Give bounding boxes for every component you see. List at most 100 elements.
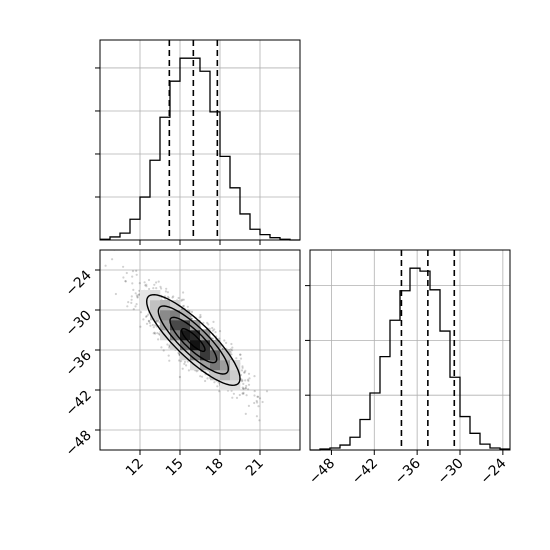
joint-sample-point [232, 392, 235, 395]
joint-sample-point [153, 331, 156, 334]
joint-density-cell [210, 360, 221, 371]
joint-sample-point [207, 323, 210, 326]
joint-sample-point [258, 397, 262, 400]
y-hist-xtick-label: −24 [477, 455, 509, 487]
joint-sample-point [166, 343, 169, 346]
joint-sample-point [122, 276, 125, 279]
joint-sample-point [253, 394, 256, 397]
joint-sample-point [253, 401, 256, 405]
joint-ytick-label: −48 [63, 428, 95, 460]
joint-sample-point [180, 299, 183, 302]
joint-sample-point [127, 301, 130, 304]
joint-sample-point [171, 296, 174, 299]
joint-sample-point [225, 341, 228, 344]
joint-density-cell [230, 370, 241, 381]
joint-sample-point [256, 395, 259, 398]
joint-sample-point [243, 371, 246, 374]
joint-sample-point [241, 365, 244, 368]
joint-sample-point [168, 346, 171, 349]
joint-sample-point [244, 379, 247, 382]
joint-sample-point [261, 400, 264, 404]
joint-density-cell [170, 300, 181, 311]
joint-sample-point [247, 388, 250, 391]
joint-sample-point [157, 280, 160, 283]
joint-sample-point [182, 291, 185, 294]
joint-sample-point [231, 346, 234, 349]
joint-sample-point [145, 322, 149, 325]
joint-sample-point [242, 392, 245, 395]
joint-sample-point [246, 378, 250, 381]
joint-sample-point [152, 326, 155, 329]
panel-y-histogram: −48 −42 −36 −30 −24 [305, 249, 511, 488]
joint-sample-point [257, 395, 260, 398]
joint-sample-point [159, 285, 162, 288]
joint-density-cell [190, 340, 201, 351]
joint-sample-point [208, 327, 211, 330]
panel-joint: 12 15 18 21 −48 −42 −36 −30 −24 [63, 249, 301, 480]
joint-sample-point [125, 271, 128, 275]
joint-sample-point [152, 332, 155, 335]
joint-sample-point [147, 320, 151, 323]
joint-density-cell [190, 320, 201, 331]
joint-sample-point [147, 313, 150, 316]
joint-sample-point [186, 360, 189, 363]
joint-density-cell [200, 350, 211, 361]
joint-sample-point [240, 378, 243, 381]
joint-sample-point [195, 370, 198, 373]
joint-sample-point [231, 396, 234, 399]
joint-sample-point [241, 392, 244, 395]
joint-sample-point [132, 308, 135, 311]
joint-sample-point [245, 384, 248, 388]
joint-ytick-label: −30 [63, 308, 95, 340]
joint-sample-point [180, 360, 183, 363]
joint-density-cell [210, 370, 221, 381]
joint-sample-point [187, 369, 190, 372]
joint-density-cell [170, 320, 181, 331]
joint-density-cell [160, 310, 171, 321]
joint-sample-point [178, 375, 181, 379]
joint-sample-point [155, 287, 158, 290]
joint-sample-point [168, 359, 171, 362]
joint-sample-point [218, 330, 222, 333]
joint-sample-point [216, 385, 219, 388]
joint-sample-point [255, 399, 258, 403]
joint-sample-point [155, 281, 158, 284]
joint-sample-point [167, 296, 170, 299]
joint-xtick-label: 15 [163, 456, 187, 480]
joint-sample-point [190, 317, 193, 320]
joint-sample-point [124, 280, 127, 283]
joint-density-cell [180, 320, 191, 331]
joint-sample-point [248, 377, 251, 380]
panel-x-histogram [95, 39, 301, 245]
joint-sample-point [166, 295, 170, 298]
joint-sample-point [256, 401, 259, 404]
joint-sample-point [164, 290, 167, 293]
joint-sample-point [183, 362, 186, 365]
joint-sample-point [147, 278, 151, 282]
joint-sample-point [145, 283, 148, 286]
joint-sample-point [152, 287, 155, 290]
joint-density-cell [180, 350, 191, 361]
joint-density-cell [170, 330, 181, 341]
joint-contour-line [169, 316, 218, 364]
joint-sample-point [135, 294, 138, 297]
joint-density-cell [150, 310, 161, 321]
joint-sample-point [223, 339, 226, 342]
joint-sample-point [157, 320, 160, 323]
joint-sample-point [244, 412, 247, 415]
joint-sample-point [158, 332, 161, 335]
joint-sample-point [138, 293, 141, 296]
joint-sample-point [211, 329, 214, 332]
joint-xtick-label: 18 [203, 456, 227, 480]
joint-sample-point [242, 382, 245, 385]
joint-sample-point [199, 375, 202, 378]
y-hist-frame [309, 249, 511, 451]
joint-sample-point [206, 321, 209, 324]
y-hist-xtick-label: −42 [349, 456, 381, 488]
joint-sample-point [190, 310, 194, 313]
joint-contour-line [181, 328, 206, 352]
joint-frame [99, 249, 301, 451]
joint-sample-point [185, 364, 188, 367]
joint-sample-point [182, 304, 185, 307]
